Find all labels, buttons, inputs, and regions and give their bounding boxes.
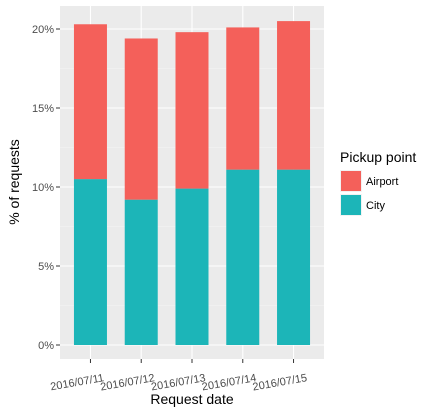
y-tick-label: 5%: [38, 261, 54, 273]
bar-city: [277, 169, 311, 345]
y-tick-label: 20%: [32, 24, 54, 36]
legend-key-airport: [341, 171, 361, 191]
bar-city: [175, 188, 209, 345]
legend-label-city: City: [366, 200, 385, 212]
bar-airport: [124, 38, 158, 200]
y-tick-label: 15%: [32, 103, 54, 115]
bar-airport: [226, 27, 260, 170]
y-tick-label: 10%: [32, 182, 54, 194]
bars: [73, 21, 311, 345]
bar-airport: [73, 24, 107, 180]
legend-title: Pickup point: [340, 149, 416, 165]
y-axis-title: % of requests: [6, 139, 22, 225]
x-axis-ticks: 2016/07/112016/07/122016/07/132016/07/14…: [49, 359, 308, 394]
bar-airport: [277, 21, 311, 170]
bar-city: [226, 169, 260, 345]
y-axis-ticks: 0% 5% 10% 15% 20%: [32, 24, 60, 352]
x-tick-label: 2016/07/12: [99, 372, 155, 393]
x-tick-label: 2016/07/15: [252, 372, 308, 393]
bar-airport: [175, 32, 209, 189]
y-tick-label: 0%: [38, 340, 54, 352]
legend-label-airport: Airport: [366, 176, 398, 188]
x-axis-title: Request date: [150, 391, 233, 407]
x-tick-label: 2016/07/11: [49, 372, 105, 393]
bar-city: [124, 199, 158, 345]
legend: Airport City: [340, 170, 398, 216]
legend-key-city: [341, 195, 361, 215]
bar-city: [73, 179, 107, 345]
